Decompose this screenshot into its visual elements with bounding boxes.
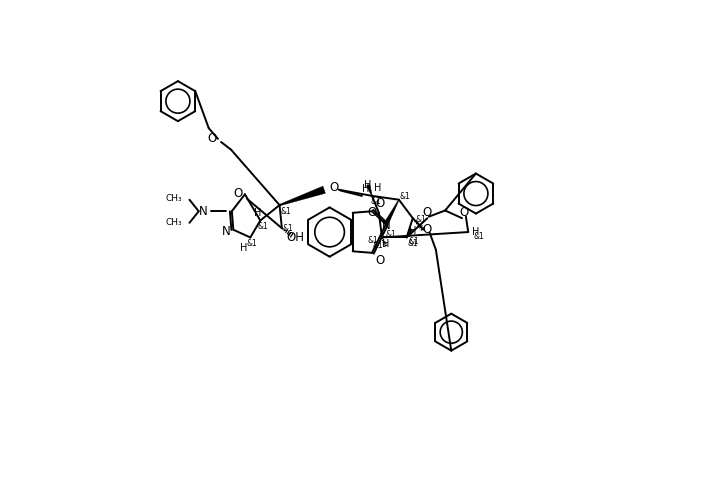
Text: H: H	[382, 239, 389, 248]
Polygon shape	[279, 186, 325, 206]
Text: N: N	[199, 205, 207, 218]
Text: &1: &1	[415, 215, 426, 224]
Text: &1: &1	[247, 239, 257, 248]
Text: &1: &1	[386, 230, 396, 239]
Text: O: O	[207, 132, 217, 146]
Text: CH₃: CH₃	[165, 218, 182, 226]
Text: H: H	[362, 184, 369, 194]
Text: &1: &1	[473, 232, 484, 241]
Text: H: H	[409, 226, 416, 236]
Text: &1: &1	[407, 239, 418, 248]
Text: O: O	[329, 181, 339, 194]
Text: &1: &1	[367, 236, 378, 245]
Text: O: O	[423, 206, 432, 220]
Polygon shape	[384, 199, 399, 225]
Text: O: O	[375, 254, 384, 267]
Text: O: O	[367, 206, 376, 220]
Text: H: H	[364, 180, 371, 190]
Polygon shape	[366, 184, 372, 196]
Text: &1: &1	[409, 237, 420, 246]
Text: H: H	[240, 243, 248, 253]
Text: H: H	[255, 208, 262, 218]
Polygon shape	[406, 228, 413, 238]
Text: H: H	[472, 227, 480, 237]
Text: &1: &1	[280, 207, 291, 216]
Text: O: O	[459, 206, 468, 220]
Text: O: O	[423, 223, 432, 236]
Text: H: H	[374, 183, 381, 193]
Text: &1: &1	[257, 222, 268, 231]
Text: &1: &1	[373, 241, 384, 249]
Text: CH₃: CH₃	[165, 195, 182, 203]
Text: O: O	[233, 187, 242, 200]
Text: &1: &1	[282, 224, 294, 233]
Text: N: N	[381, 219, 390, 232]
Text: N: N	[222, 225, 231, 238]
Text: &1: &1	[400, 192, 411, 201]
Text: &1: &1	[371, 197, 381, 206]
Text: OH: OH	[287, 231, 304, 244]
Text: O: O	[375, 197, 384, 210]
